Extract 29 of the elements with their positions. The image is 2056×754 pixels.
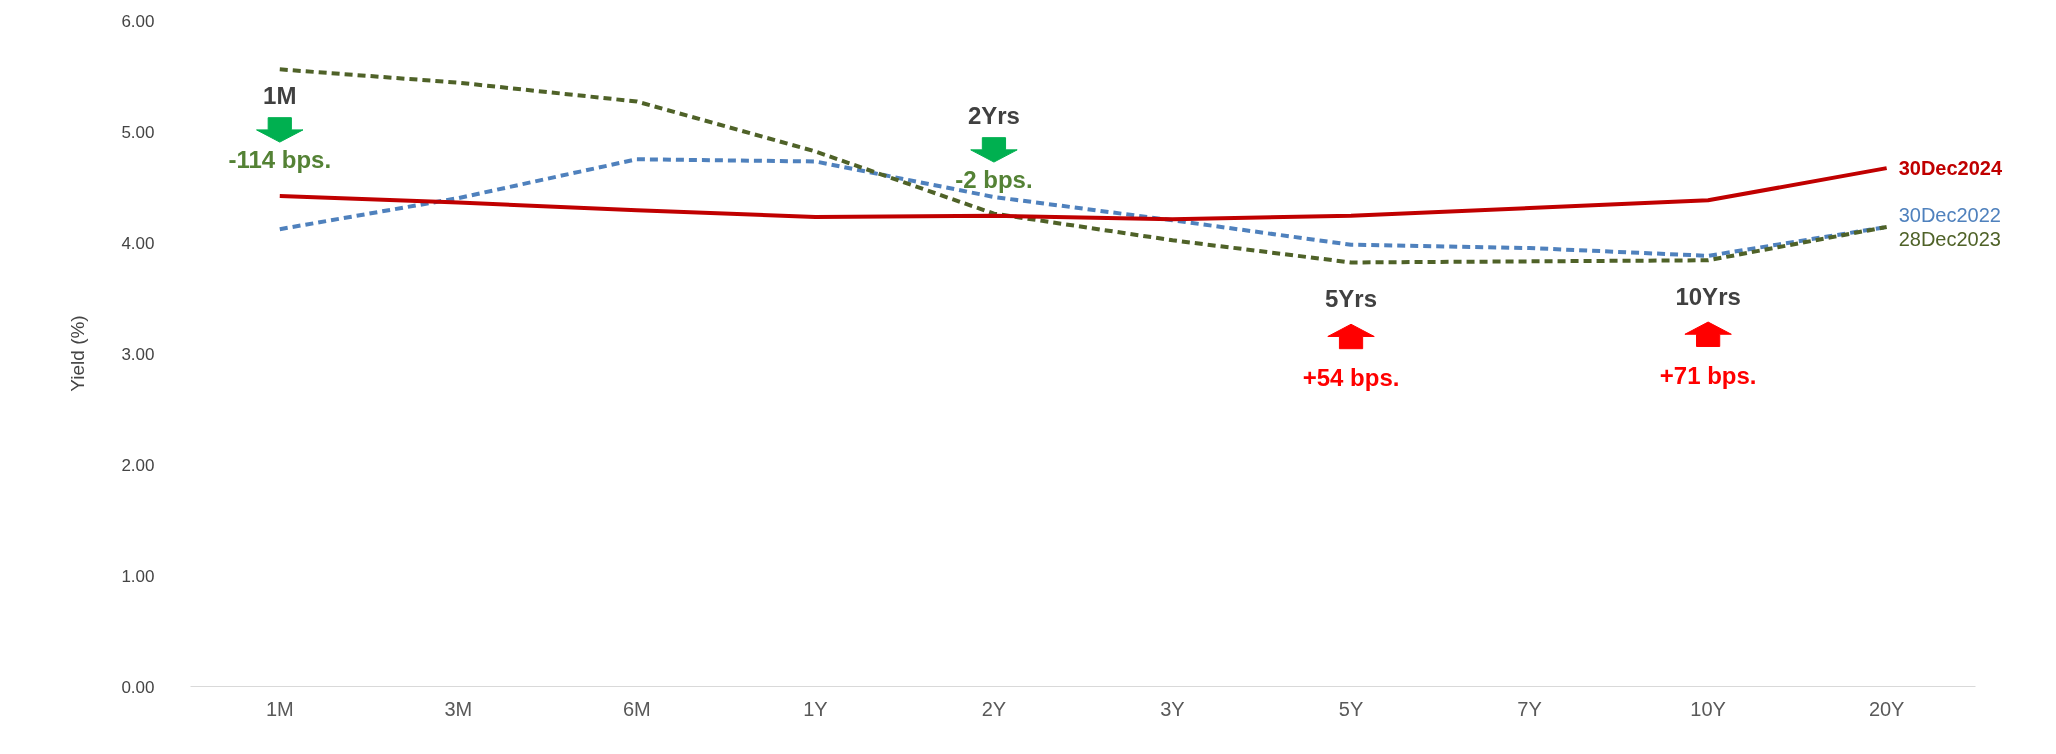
x-tick-label: 7Y bbox=[1517, 697, 1542, 720]
annotation: +71 bps. bbox=[1659, 361, 1757, 389]
y-tick-label: 6.00 bbox=[121, 11, 155, 31]
x-tick-label: 3Y bbox=[1160, 697, 1185, 720]
y-tick-label: 0.00 bbox=[121, 677, 155, 697]
annotation: -2 bps. bbox=[955, 166, 1033, 194]
annotation: 1M bbox=[263, 82, 297, 110]
annotation: 5Yrs bbox=[1325, 284, 1378, 312]
x-tick-label: 2Y bbox=[981, 697, 1007, 720]
y-tick-label: 3.00 bbox=[121, 344, 155, 364]
y-tick-label: 5.00 bbox=[121, 122, 155, 142]
x-tick-label: 20Y bbox=[1868, 697, 1905, 720]
annotation: 2Yrs bbox=[967, 102, 1020, 130]
y-tick-label: 1.00 bbox=[121, 566, 155, 586]
x-tick-label: 10Y bbox=[1690, 697, 1726, 720]
x-tick-label: 3M bbox=[444, 697, 473, 720]
x-tick-label: 1Y bbox=[803, 697, 828, 720]
x-tick-label: 1M bbox=[265, 697, 294, 720]
y-tick-label: 4.00 bbox=[121, 233, 155, 253]
y-tick-label: 2.00 bbox=[121, 455, 155, 475]
annotation: -114 bps. bbox=[228, 146, 332, 174]
x-tick-label: 6M bbox=[622, 697, 651, 720]
annotation: 10Yrs bbox=[1675, 282, 1741, 310]
y-axis-title: Yield (%) bbox=[67, 315, 89, 392]
series-label: 30Dec2022 bbox=[1898, 203, 2001, 226]
x-tick-label: 5Y bbox=[1338, 697, 1364, 720]
series-label: 28Dec2023 bbox=[1898, 227, 2001, 250]
annotation: +54 bps. bbox=[1302, 363, 1400, 391]
series-label: 30Dec2024 bbox=[1898, 157, 2003, 180]
